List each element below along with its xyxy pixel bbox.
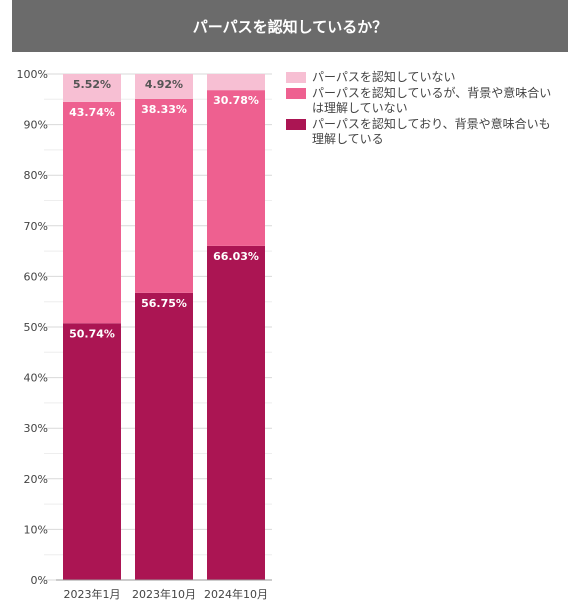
y-tick-label: 90% — [24, 119, 48, 132]
legend-swatch-aware-not-understood — [286, 88, 306, 99]
data-label: 66.03% — [213, 250, 259, 263]
legend-item-not-aware[interactable]: パーパスを認知していない — [286, 70, 562, 85]
data-label: 43.74% — [69, 106, 115, 119]
bar-segment — [63, 323, 121, 580]
x-tick-label: 2024年10月 — [204, 587, 268, 601]
y-tick-label: 100% — [17, 68, 48, 81]
stacked-bar-chart: 0% 10% 20% 30% 40% 50% 60% 70% 80% 90% 100% 50.74% 4… — [17, 68, 272, 601]
legend-label-aware-understood: パーパスを認知しており、背景や意味合いも理解している — [312, 117, 551, 146]
data-label: 30.78% — [213, 94, 259, 107]
x-tick-label: 2023年1月 — [64, 587, 121, 601]
bar-segment — [207, 90, 265, 246]
legend-label-aware-not-understood: パーパスを認知しているが、背景や意味合いは理解していない — [312, 86, 552, 115]
bar-segment — [63, 74, 121, 102]
bar-segment — [135, 292, 193, 580]
y-tick-label: 70% — [24, 220, 48, 233]
y-tick-label: 50% — [24, 321, 48, 334]
legend: パーパスを認知していない パーパスを認知しているが、背景や意味合いは理解していな… — [286, 70, 562, 148]
y-tick-label: 60% — [24, 270, 48, 283]
bar-segment — [63, 101, 121, 324]
legend-label-not-aware: パーパスを認知していない — [312, 70, 456, 84]
data-label: 4.92% — [145, 78, 183, 91]
legend-swatch-not-aware — [286, 72, 306, 83]
bar-segment — [207, 74, 265, 91]
legend-swatch-aware-understood — [286, 119, 306, 130]
bar-segment — [135, 98, 193, 293]
y-tick-label: 20% — [24, 473, 48, 486]
y-tick-label: 40% — [24, 372, 48, 385]
data-label: 5.52% — [73, 78, 111, 91]
title-bar: パーパスを認知しているか？ — [12, 0, 568, 52]
bar-segment — [207, 245, 265, 581]
y-tick-label: 30% — [24, 422, 48, 435]
chart-title: パーパスを認知しているか？ — [192, 17, 388, 36]
data-label: 50.74% — [69, 327, 115, 340]
y-tick-label: 80% — [24, 169, 48, 182]
y-tick-label: 10% — [24, 523, 48, 536]
data-label: 56.75% — [141, 297, 187, 310]
legend-item-aware-not-understood[interactable]: パーパスを認知しているが、背景や意味合いは理解していない — [286, 86, 562, 116]
bar-segment — [135, 74, 193, 99]
data-label: 38.33% — [141, 103, 187, 116]
legend-item-aware-understood[interactable]: パーパスを認知しており、背景や意味合いも理解している — [286, 117, 562, 147]
y-tick-label: 0% — [31, 574, 48, 587]
x-tick-label: 2023年10月 — [132, 587, 196, 601]
